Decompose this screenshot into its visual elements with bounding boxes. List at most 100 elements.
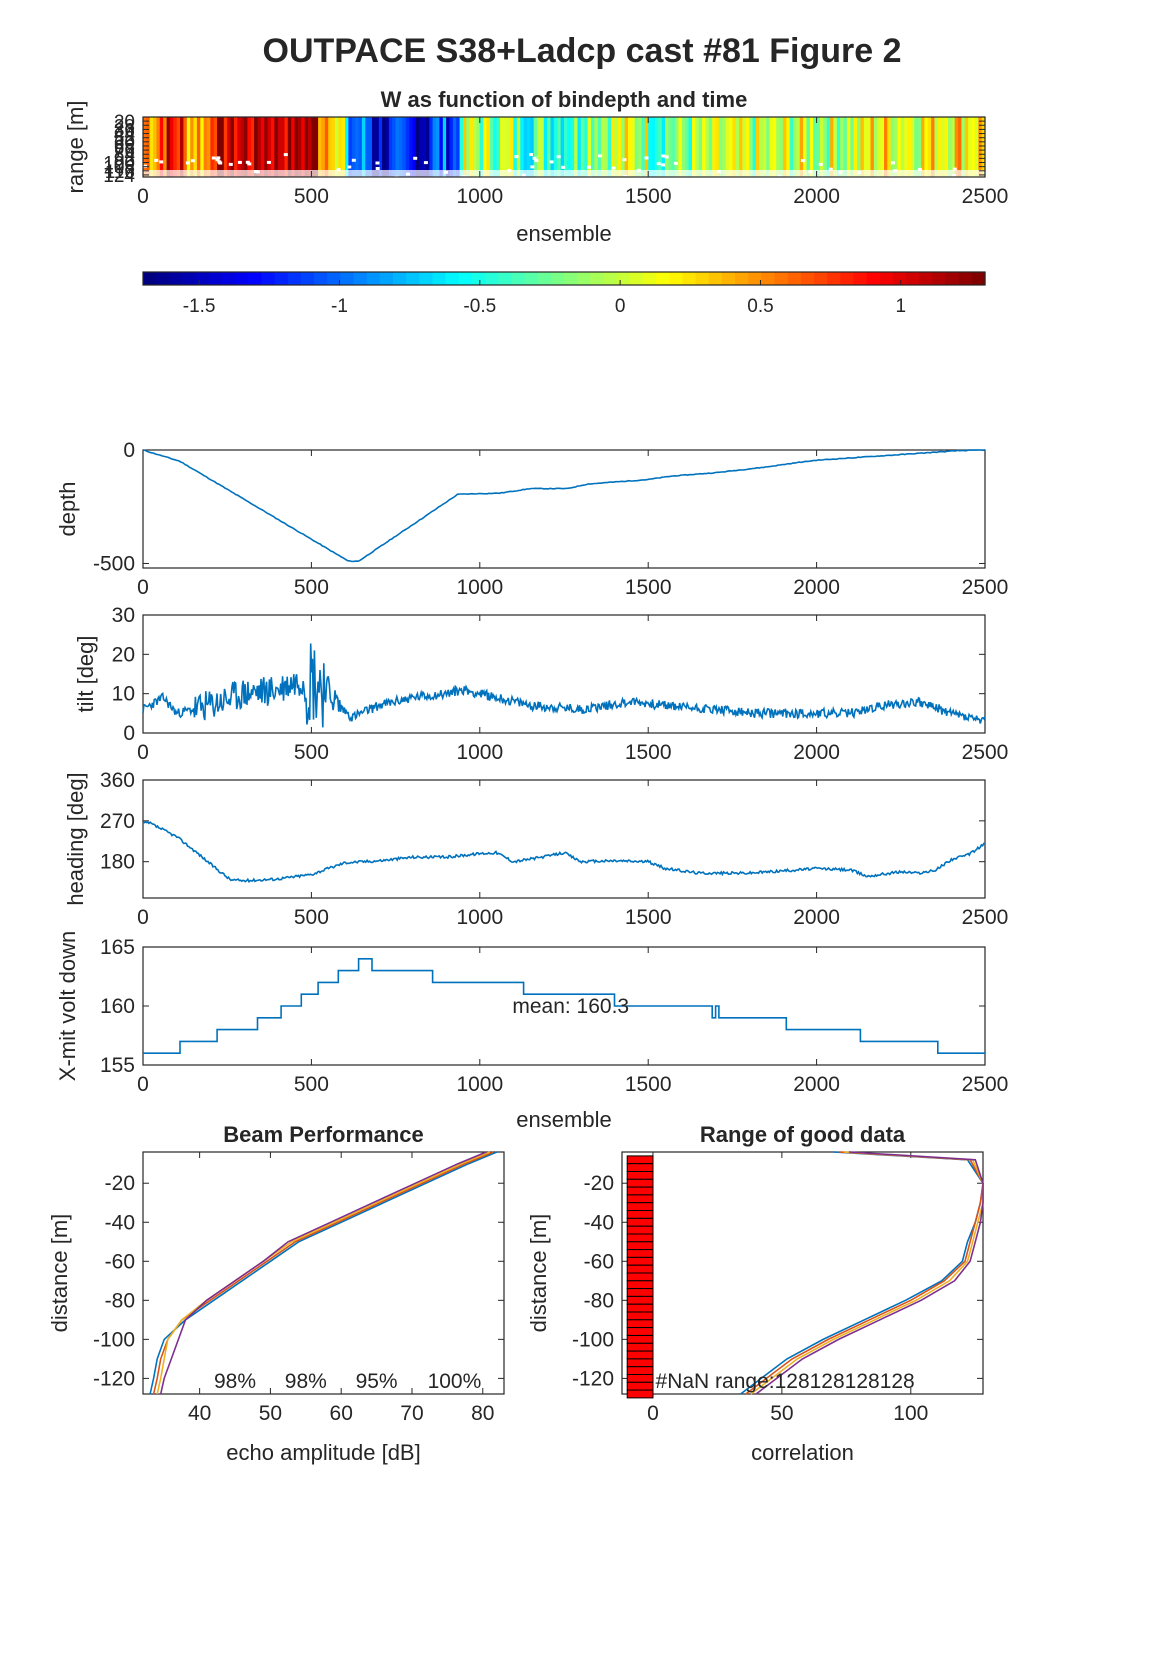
x-tick-label: 500 (294, 906, 329, 929)
nan-bar (626, 1217, 654, 1227)
x-axis-label: ensemble (516, 1107, 611, 1132)
w-cell (900, 117, 905, 177)
w-cell (250, 117, 255, 177)
w-missing-cell (638, 176, 643, 180)
w-missing-cell (435, 176, 439, 180)
colorbar-cell (419, 272, 434, 285)
x-tick-label: 1500 (625, 576, 672, 599)
w-cell (264, 117, 269, 177)
axes-title: Beam Performance (223, 1122, 424, 1147)
colorbar-cell (340, 272, 355, 285)
w-cell (712, 117, 717, 177)
w-cell (668, 117, 673, 177)
w-cell (159, 117, 164, 177)
w-missing-cell (185, 161, 190, 165)
w-missing-cell (530, 165, 535, 169)
w-cell (301, 117, 306, 177)
w-cell (560, 117, 565, 177)
w-cell (806, 117, 811, 177)
y-tick-label: -100 (93, 1328, 135, 1351)
w-cell (974, 117, 979, 177)
w-cell (745, 117, 750, 177)
colorbar-cell (221, 272, 236, 285)
y-tick-label: 92 (114, 149, 135, 170)
w-missing-cell (851, 176, 856, 180)
x-tick-label: 0 (137, 906, 149, 929)
w-cell (894, 117, 899, 177)
w-cell (766, 117, 771, 177)
x-tick-label: 70 (400, 1402, 423, 1425)
colorbar-cell (682, 272, 697, 285)
w-cell (631, 117, 636, 177)
colorbar-cell (629, 272, 644, 285)
colorbar-cell (906, 272, 920, 285)
nan-bar (626, 1163, 654, 1172)
w-cell (493, 117, 498, 177)
w-cell (782, 117, 787, 177)
y-axis-label: distance [m] (526, 1214, 551, 1333)
colorbar-cell (379, 272, 394, 285)
y-tick-label: 124 (103, 166, 135, 187)
nan-bar (626, 1241, 654, 1251)
w-cell (927, 117, 932, 177)
y-tick-label: 165 (100, 936, 135, 959)
colorbar-cell (774, 272, 789, 285)
x-tick-label: 0 (647, 1402, 659, 1425)
colorbar-box (142, 271, 986, 286)
y-tick-label: 20 (112, 643, 135, 666)
w-missing-cell (661, 163, 665, 167)
y-tick-label: -120 (93, 1367, 135, 1390)
correlation-line-1 (740, 1151, 984, 1395)
x-tick-label: 2000 (793, 741, 840, 764)
x-axis-label: correlation (751, 1440, 854, 1465)
w-cell (597, 117, 602, 177)
w-cell (328, 117, 333, 177)
w-cell (692, 117, 696, 177)
colorbar-tick-label: -1 (331, 296, 348, 317)
w-cell (961, 117, 966, 177)
w-cell (594, 117, 599, 177)
w-cell (752, 117, 757, 177)
w-cell (388, 117, 393, 177)
y-tick-label: 108 (103, 158, 135, 179)
colorbar-cell (195, 272, 210, 285)
nan-bar (626, 1264, 654, 1274)
correlation-line-3 (750, 1151, 984, 1395)
w-cell (277, 117, 282, 177)
w-cell (873, 117, 878, 177)
w-missing-cell (216, 156, 221, 160)
nan-range-annotation: #NaN range:128128128128 (656, 1370, 915, 1393)
colorbar-cell (827, 272, 841, 285)
w-cell (567, 117, 572, 177)
depth-line (142, 449, 986, 563)
x-tick-label: 2000 (793, 1073, 840, 1096)
w-cell (210, 117, 215, 177)
w-missing-cell (423, 161, 428, 165)
y-tick-label: -120 (572, 1367, 614, 1390)
colorbar-cell (445, 272, 460, 285)
beam-line-2 (152, 1151, 494, 1395)
w-missing-cell (237, 160, 242, 164)
x-tick-label: 2000 (793, 576, 840, 599)
colorbar-cell (695, 272, 710, 285)
w-cell (547, 117, 552, 177)
y-tick-label: 180 (100, 851, 135, 874)
colorbar-cell (274, 272, 289, 285)
w-cell (840, 117, 845, 177)
w-cell (419, 117, 424, 177)
w-cell (614, 117, 619, 177)
nan-bar (626, 1194, 654, 1204)
w-missing-cell (266, 160, 271, 164)
w-cell (732, 117, 737, 177)
w-cell (173, 117, 178, 177)
nan-bar (626, 1186, 654, 1196)
w-missing-cell (211, 156, 216, 160)
colorbar-cell (235, 272, 249, 285)
w-cell (863, 117, 868, 177)
w-cell (695, 117, 700, 177)
w-cell (207, 117, 211, 177)
w-missing-cell (336, 168, 341, 172)
w-cell (355, 117, 360, 177)
w-cell (217, 117, 222, 177)
w-cell (220, 117, 225, 177)
